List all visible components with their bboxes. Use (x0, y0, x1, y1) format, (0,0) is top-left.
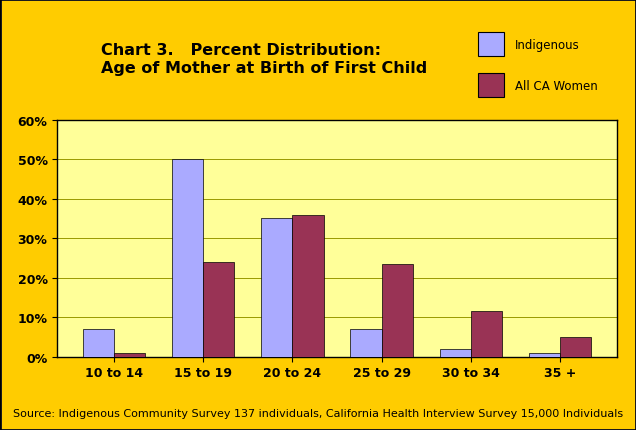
Bar (172, 160, 203, 357)
Bar (114, 353, 145, 357)
FancyBboxPatch shape (478, 74, 504, 98)
Text: Chart 3.   Percent Distribution:
Age of Mother at Birth of First Child: Chart 3. Percent Distribution: Age of Mo… (101, 43, 427, 76)
Text: Source: Indigenous Community Survey 137 individuals, California Health Interview: Source: Indigenous Community Survey 137 … (13, 408, 623, 418)
Bar (350, 329, 382, 357)
Bar (203, 262, 235, 357)
Bar (529, 353, 560, 357)
FancyBboxPatch shape (478, 33, 504, 57)
Text: All CA Women: All CA Women (515, 80, 597, 93)
Bar (439, 349, 471, 357)
Text: Indigenous: Indigenous (515, 39, 579, 52)
Bar (261, 219, 293, 357)
Bar (382, 264, 413, 357)
Bar (560, 337, 591, 357)
Bar (471, 312, 502, 357)
Bar (83, 329, 114, 357)
Bar (293, 215, 324, 357)
